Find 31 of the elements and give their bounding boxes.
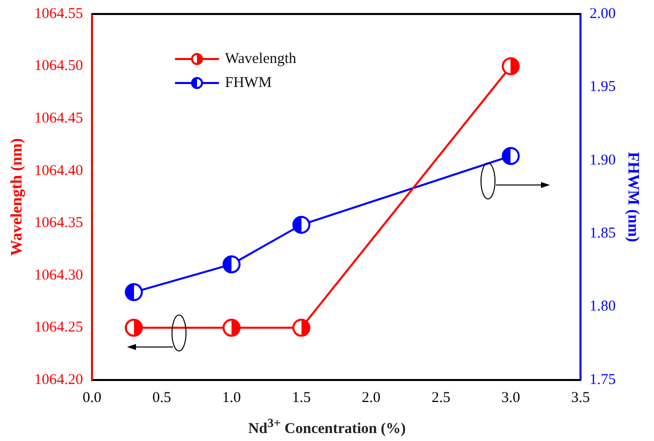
y-tick-label: 1064.45	[34, 110, 83, 127]
y2-tick-label: 2.00	[590, 6, 616, 22]
point	[502, 147, 520, 166]
y-tick-label: 1064.25	[34, 320, 83, 336]
y2-tick-label: 1.80	[590, 298, 616, 315]
point	[292, 216, 310, 234]
y2-axis-title: FHWM (nm)	[624, 152, 642, 242]
x-tick-label: 2.5	[432, 390, 450, 406]
legend-label: Wavelength	[225, 50, 297, 67]
y-tick-label: 1064.40	[34, 162, 83, 179]
x-tick-label: 1.0	[222, 390, 241, 406]
y-tick-label: 1064.20	[34, 372, 83, 388]
x-tick-label: 1.5	[292, 390, 311, 406]
x-tick-label: 0.5	[152, 390, 172, 406]
y2-tick-label: 1.95	[590, 79, 616, 96]
x-tick-label: 0.0	[82, 390, 102, 406]
legend-label: FHWM	[225, 74, 272, 91]
x-axis-title: Nd$^{3+}$ Concentration (%)	[247, 416, 407, 438]
y2-tick-label: 1.75	[590, 372, 616, 388]
y-tick-label: 1064.30	[34, 267, 83, 284]
point	[222, 255, 241, 274]
x-tick-label: 3.0	[501, 390, 520, 406]
y-tick-label: 1064.50	[34, 58, 83, 74]
y-tick-label: 1064.55	[34, 6, 83, 22]
y2-tick-label: 1.85	[590, 226, 616, 242]
x-tick-label: 3.5	[571, 390, 590, 406]
y-axis-title: Wavelength (nm)	[8, 138, 26, 256]
x-tick-label: 2.0	[362, 390, 381, 406]
point	[124, 283, 143, 302]
y2-tick-label: 1.90	[590, 152, 616, 168]
y-tick-label: 1064.35	[34, 215, 83, 232]
